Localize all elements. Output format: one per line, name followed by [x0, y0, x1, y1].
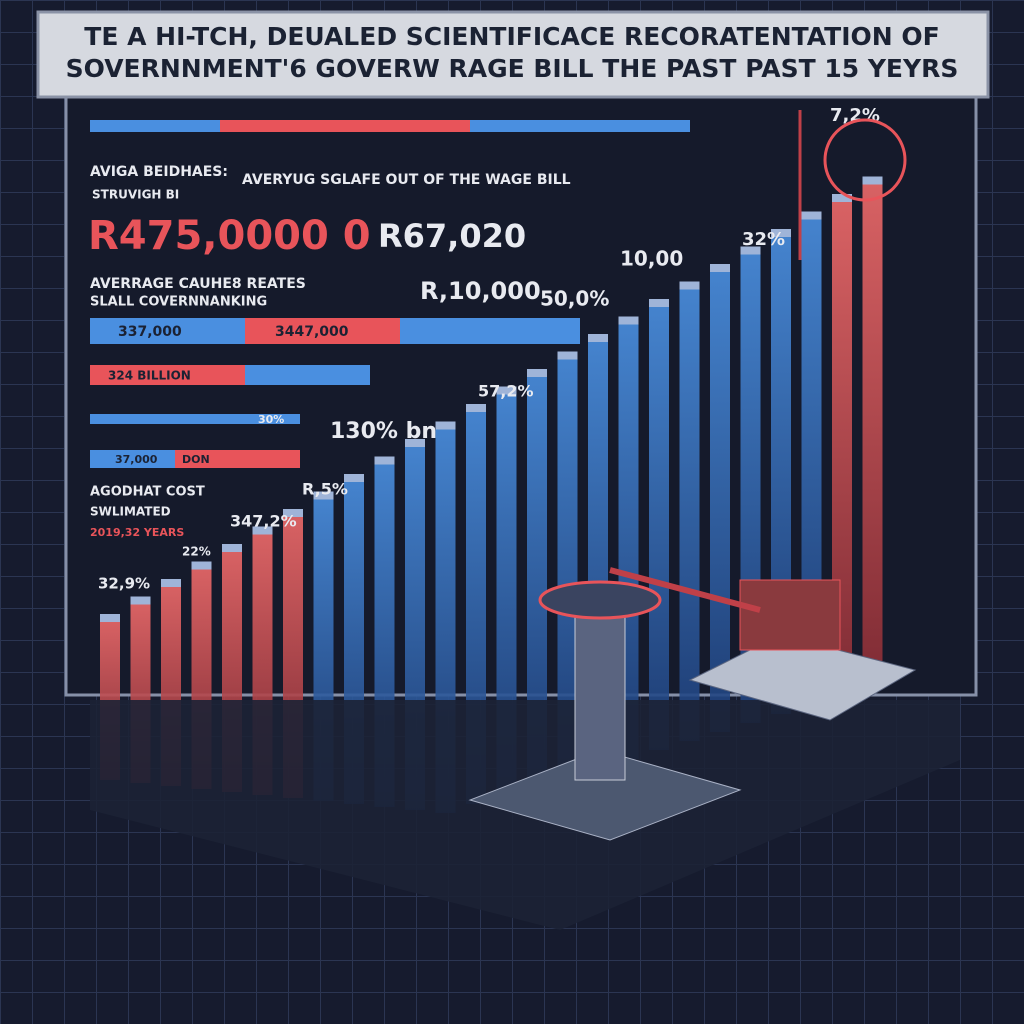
stripe-label: 337,000 — [118, 324, 182, 340]
stripe — [245, 365, 370, 385]
stripe-label: 3447,000 — [275, 324, 349, 340]
decorative-bar-top — [771, 229, 791, 237]
annotation: 32% — [742, 229, 785, 250]
label: SLALL COVERNNANKING — [90, 295, 267, 310]
stripe — [470, 120, 690, 132]
annotation: 22% — [182, 545, 211, 559]
stripe — [90, 318, 245, 344]
decorative-bar — [679, 287, 700, 741]
decorative-bar-top — [588, 334, 608, 342]
decorative-bar-top — [679, 281, 700, 290]
label: AVIGA BEIDHAES: — [90, 164, 228, 180]
decorative-bar-top — [710, 264, 730, 272]
decorative-bar-top — [252, 526, 273, 535]
big-value: R67,020 — [378, 217, 526, 255]
decorative-bar-top — [527, 369, 547, 377]
decorative-bar — [862, 182, 883, 687]
decorative-bar-top — [496, 386, 517, 395]
decorative-bar-top — [740, 246, 761, 255]
stripe-label: 324 BILLION — [108, 369, 191, 383]
annotation: 57,2% — [478, 382, 534, 401]
decorative-bar — [710, 270, 730, 732]
label: SWLIMATED — [90, 505, 171, 519]
stripe — [90, 414, 300, 424]
stripe — [175, 450, 300, 468]
decorative-bar — [649, 305, 669, 750]
label: AGODHAT COST — [90, 485, 205, 500]
annotation: 50,0% — [540, 287, 609, 311]
decorative-bar-top — [649, 299, 669, 307]
decorative-bar-top — [557, 351, 578, 360]
stripe — [90, 365, 245, 385]
decorative-bar-top — [832, 194, 852, 202]
label: AVERYUG SGLAFE OUT OF THE WAGE BILL — [242, 172, 571, 188]
stripe-label: DON — [182, 453, 210, 466]
decorative-bar — [527, 375, 547, 786]
stripe-label: 30% — [258, 413, 284, 426]
decorative-bar-top — [222, 544, 242, 552]
stripe — [220, 120, 470, 132]
decorative-bar-top — [313, 491, 334, 500]
label: STRUVIGH BI — [92, 188, 179, 202]
decorative-bar-top — [435, 421, 456, 430]
decorative-bar-top — [405, 439, 425, 447]
title: SOVERNNMENT'6 GOVERW RAGE BILL THE PAST … — [66, 54, 959, 83]
annotations: 7,2% 32% 10,00 R,10,000 50,0% 57,2% 130%… — [98, 105, 880, 593]
platform — [90, 110, 960, 930]
annotation: 130% bn — [330, 419, 437, 444]
annotation: R,5% — [302, 480, 348, 499]
stripe — [400, 318, 580, 344]
annotation: R,10,000 — [420, 277, 541, 305]
decorative-bar — [557, 357, 578, 777]
decorative-bar-top — [801, 211, 822, 220]
big-value: R475,0000 0 — [88, 213, 371, 259]
decorative-bar-top — [618, 316, 639, 325]
stripe — [90, 450, 175, 468]
stripe-label: 37,000 — [115, 453, 158, 466]
annotation: 32,9% — [98, 575, 150, 593]
decorative-bar-top — [862, 176, 883, 185]
decorative-bar — [832, 200, 852, 696]
decorative-bar-top — [466, 404, 486, 412]
decorative-bar — [496, 392, 517, 795]
annotation: 347,2% — [230, 512, 297, 531]
label: AVERRAGE CAUHE8 REATES — [90, 276, 306, 292]
decorative-bar-top — [191, 561, 212, 570]
decorative-bar-top — [374, 456, 395, 465]
decorative-bar-top — [283, 509, 303, 517]
annotation: 7,2% — [830, 105, 880, 126]
decorative-bar-top — [161, 579, 181, 587]
left-panel: AVIGA BEIDHAES: STRUVIGH BI AVERYUG SGLA… — [88, 120, 690, 539]
title-panel — [36, 10, 990, 99]
decorative-bar-top — [100, 614, 120, 622]
annotation: 10,00 — [620, 247, 683, 271]
decorative-bar-top — [344, 474, 364, 482]
title: TE A HI-TCH, DEUALED SCIENTIFICACE RECOR… — [84, 22, 939, 51]
label: 2019,32 YEARS — [90, 526, 184, 539]
stripe — [245, 318, 400, 344]
stripe — [90, 120, 220, 132]
decorative-bar-top — [130, 596, 151, 605]
